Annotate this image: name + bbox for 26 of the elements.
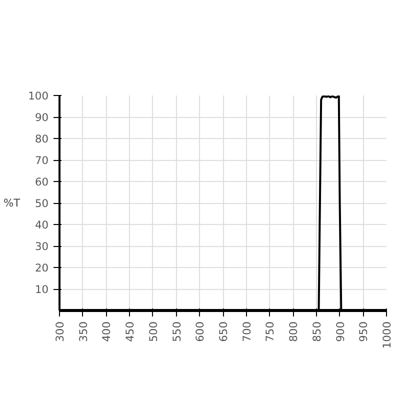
x-tick-label: 550 [170, 321, 184, 342]
x-tick-label: 950 [357, 321, 370, 342]
x-tick-label: 1000 [380, 321, 394, 349]
x-tick-label: 500 [146, 321, 160, 342]
x-tick-label: 650 [217, 321, 230, 342]
x-tick-label: 350 [76, 321, 90, 342]
y-tick-label: 70 [34, 154, 49, 167]
y-tick-label: 100 [28, 90, 49, 102]
x-tick-label: 450 [124, 321, 137, 342]
x-tick-label: 300 [54, 321, 66, 342]
y-tick-label: 10 [34, 283, 49, 296]
x-tick-label: 700 [240, 321, 254, 342]
y-tick-label: 60 [34, 176, 49, 188]
y-tick-label: 20 [34, 262, 49, 274]
y-tick-label: 40 [34, 218, 49, 232]
x-tick-label: 900 [334, 321, 347, 342]
x-tick-label: 800 [287, 321, 300, 342]
x-tick-label: 400 [100, 321, 114, 342]
x-tick-label: 750 [264, 321, 277, 342]
y-axis-title: %T [4, 196, 21, 210]
y-tick-label: 80 [34, 132, 49, 146]
x-tick-label: 600 [194, 321, 207, 342]
y-tick-label: 50 [34, 197, 49, 210]
y-tick-label: 30 [34, 240, 49, 253]
y-tick-label: 90 [34, 111, 49, 124]
x-tick-label: 850 [310, 321, 324, 342]
